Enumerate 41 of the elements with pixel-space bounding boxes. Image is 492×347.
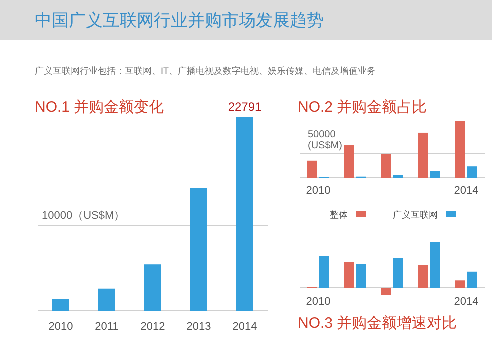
- data-label: 22791: [228, 100, 262, 114]
- ref-line-label: 50000 (US$M): [308, 129, 342, 152]
- bar: [418, 265, 428, 288]
- x-tick-label: 2010: [306, 296, 331, 308]
- bar: [308, 160, 318, 178]
- x-tick-label: 2011: [95, 321, 119, 333]
- legend-label: 广义互联网: [393, 210, 438, 220]
- bar: [52, 299, 70, 311]
- x-tick-label: 2012: [140, 321, 166, 333]
- bar: [468, 272, 478, 288]
- bar: [344, 146, 354, 178]
- bar: [344, 262, 354, 288]
- bar: [468, 166, 478, 178]
- bar: [418, 132, 428, 178]
- bar: [430, 171, 440, 178]
- ref-line-label: 10000（US$M）: [42, 210, 126, 222]
- x-tick-label: 2014: [454, 296, 479, 308]
- bar: [456, 280, 466, 288]
- bar: [190, 188, 208, 311]
- bar: [382, 154, 392, 178]
- x-tick-label: 2013: [186, 321, 212, 333]
- legend-label: 整体: [330, 210, 348, 220]
- bar: [394, 175, 404, 178]
- bar: [144, 264, 162, 311]
- chart-title: NO.1 并购金额变化: [35, 99, 164, 116]
- bar: [394, 258, 404, 288]
- x-tick-label: 2010: [306, 185, 331, 197]
- bar: [430, 242, 440, 288]
- bar: [356, 264, 366, 288]
- bar: [456, 121, 466, 178]
- text: 广义互联网行业包括：互联网、IT、广播电视及数字电视、娱乐传媒、电信及增值业务: [35, 66, 376, 76]
- bar: [236, 117, 254, 311]
- text: NO.3 并购金额增速对比: [298, 315, 458, 332]
- bar: [98, 288, 116, 311]
- bar: [320, 256, 330, 288]
- chart-title: NO.2 并购金额占比: [298, 99, 428, 116]
- x-tick-label: 2010: [48, 321, 74, 333]
- x-tick-label: 2014: [232, 321, 258, 333]
- bar: [382, 288, 392, 296]
- text: 中国广义互联网行业并购市场发展趋势: [35, 11, 324, 30]
- x-tick-label: 2014: [454, 185, 479, 197]
